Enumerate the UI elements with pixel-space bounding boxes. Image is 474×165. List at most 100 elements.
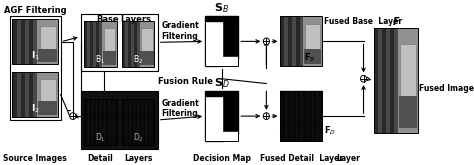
Bar [17, 72, 21, 117]
Bar [374, 28, 378, 133]
Bar [122, 99, 154, 145]
Bar [12, 72, 17, 117]
Bar [280, 16, 322, 66]
Bar [84, 21, 87, 67]
Bar [90, 21, 93, 67]
Bar [33, 19, 37, 64]
Bar [29, 19, 33, 64]
Circle shape [70, 113, 76, 119]
Bar [378, 28, 382, 133]
Text: Decision Map: Decision Map [193, 154, 251, 163]
Bar [374, 28, 418, 133]
Polygon shape [223, 16, 238, 59]
Bar [84, 99, 117, 145]
Bar [280, 16, 322, 66]
Text: I$_2$: I$_2$ [31, 103, 40, 115]
Bar [292, 16, 296, 66]
Bar [93, 21, 96, 67]
Bar [84, 21, 117, 67]
Bar [394, 28, 398, 133]
Bar [400, 44, 416, 102]
Bar [25, 19, 29, 64]
Circle shape [263, 113, 269, 119]
Bar [33, 72, 37, 117]
Bar [102, 21, 117, 67]
Bar [390, 28, 394, 133]
Bar [17, 19, 21, 64]
Bar [10, 16, 61, 120]
Text: Fusion Rule: Fusion Rule [158, 77, 213, 86]
Polygon shape [223, 91, 238, 133]
Polygon shape [205, 16, 223, 21]
Bar [382, 28, 386, 133]
Text: AGF Filtering: AGF Filtering [4, 6, 66, 16]
Bar [81, 14, 158, 71]
Bar [284, 16, 288, 66]
Bar [103, 51, 116, 65]
Text: B$_1$: B$_1$ [95, 54, 106, 66]
Bar [122, 21, 154, 67]
Bar [205, 16, 238, 66]
Text: –: – [66, 107, 71, 116]
Bar [39, 26, 56, 51]
Polygon shape [205, 94, 238, 141]
Circle shape [263, 38, 269, 45]
Text: Layer: Layer [337, 154, 361, 163]
Text: Base: Base [96, 15, 119, 24]
Bar [21, 19, 25, 64]
Bar [128, 21, 131, 67]
Bar [280, 91, 322, 141]
Bar [122, 21, 154, 67]
Bar [205, 16, 238, 66]
Text: B$_2$: B$_2$ [133, 54, 143, 66]
Bar [386, 28, 390, 133]
Bar [205, 91, 238, 141]
Text: Fused Base  Layer: Fused Base Layer [324, 17, 402, 26]
Bar [399, 97, 417, 128]
Bar [304, 49, 321, 64]
Bar [12, 19, 58, 64]
Bar [300, 16, 303, 66]
Bar [87, 21, 90, 67]
Bar [141, 28, 153, 53]
Circle shape [360, 75, 366, 82]
Bar [205, 16, 238, 66]
Text: F$_B$: F$_B$ [304, 52, 316, 64]
Text: F$_D$: F$_D$ [324, 125, 336, 137]
Polygon shape [205, 21, 223, 66]
Text: Layers: Layers [121, 15, 152, 24]
Bar [37, 72, 58, 117]
Bar [29, 72, 33, 117]
Bar [280, 91, 322, 141]
Bar [140, 51, 154, 65]
Bar [205, 91, 238, 141]
Bar [38, 101, 57, 115]
Bar [288, 16, 292, 66]
Bar [296, 16, 300, 66]
Bar [12, 72, 58, 117]
Bar [12, 19, 17, 64]
Text: Source Images: Source Images [3, 154, 67, 163]
Text: Gradient
Filtering: Gradient Filtering [161, 21, 199, 41]
Bar [374, 28, 418, 133]
Bar [12, 72, 58, 117]
Text: S$_D$: S$_D$ [214, 76, 229, 90]
Bar [280, 16, 284, 66]
Bar [37, 19, 58, 64]
Bar [84, 99, 117, 145]
Text: Fused Detail  Layer: Fused Detail Layer [260, 154, 343, 163]
Bar [38, 49, 57, 62]
Bar [25, 72, 29, 117]
Bar [39, 79, 56, 104]
Text: D$_1$: D$_1$ [95, 131, 106, 144]
Polygon shape [205, 96, 223, 141]
Text: F: F [392, 17, 399, 27]
Bar [122, 99, 154, 145]
Bar [134, 21, 137, 67]
Polygon shape [205, 19, 238, 66]
Text: Layers: Layers [124, 154, 152, 163]
Bar [303, 16, 322, 66]
Text: S$_B$: S$_B$ [214, 2, 229, 16]
Bar [12, 19, 58, 64]
Bar [96, 21, 99, 67]
